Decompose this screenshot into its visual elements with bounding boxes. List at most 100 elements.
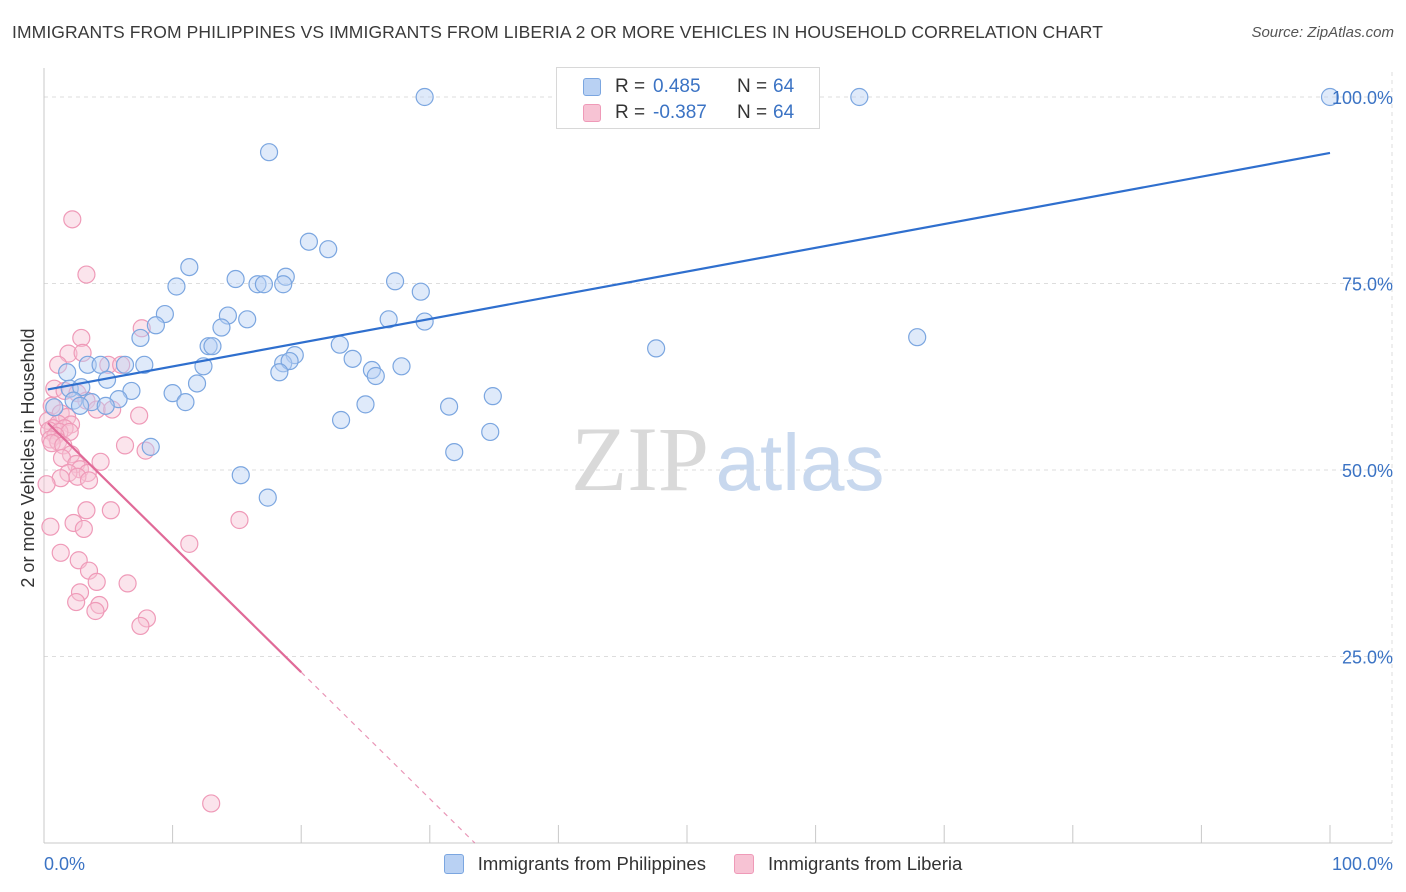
liberia-point[interactable] xyxy=(131,616,150,636)
philippines-point[interactable] xyxy=(82,393,101,412)
liberia-point[interactable] xyxy=(42,434,61,453)
philippines-point[interactable] xyxy=(180,257,199,277)
liberia-point[interactable] xyxy=(72,328,91,348)
philippines-point[interactable] xyxy=(254,275,274,294)
philippines-point[interactable] xyxy=(238,310,257,329)
liberia-point[interactable] xyxy=(74,519,93,539)
liberia-legend-swatch xyxy=(733,854,754,874)
liberia-point[interactable] xyxy=(101,501,120,520)
liberia-point[interactable] xyxy=(132,319,151,338)
liberia-point[interactable] xyxy=(63,210,82,229)
philippines-point[interactable] xyxy=(299,232,319,251)
liberia-point[interactable] xyxy=(77,265,96,284)
series-legend: Immigrants from Philippines Immigrants f… xyxy=(0,852,1406,876)
liberia-point[interactable] xyxy=(115,436,135,455)
philippines-point[interactable] xyxy=(135,355,154,374)
liberia-point[interactable] xyxy=(112,355,131,374)
liberia-point[interactable] xyxy=(64,513,83,533)
philippines-point[interactable] xyxy=(176,393,195,412)
liberia-point[interactable] xyxy=(51,543,70,562)
philippines-point[interactable] xyxy=(331,410,351,430)
liberia-point[interactable] xyxy=(78,463,97,483)
legend-item-liberia[interactable]: Immigrants from Liberia xyxy=(733,853,962,875)
liberia-point[interactable] xyxy=(67,592,86,612)
philippines-point[interactable] xyxy=(439,397,459,416)
philippines-point[interactable] xyxy=(167,277,186,296)
philippines-point[interactable] xyxy=(163,384,182,403)
philippines-point[interactable] xyxy=(908,328,927,347)
liberia-point[interactable] xyxy=(137,609,156,628)
philippines-point[interactable] xyxy=(187,374,207,393)
philippines-point[interactable] xyxy=(276,267,295,286)
philippines-point[interactable] xyxy=(203,337,222,356)
legend-item-philippines[interactable]: Immigrants from Philippines xyxy=(443,853,706,875)
philippines-point[interactable] xyxy=(379,310,398,329)
liberia-point[interactable] xyxy=(77,501,96,520)
philippines-point[interactable] xyxy=(70,396,90,415)
liberia-point[interactable] xyxy=(59,344,78,363)
philippines-point[interactable] xyxy=(231,466,250,485)
philippines-point[interactable] xyxy=(647,339,666,358)
philippines-point[interactable] xyxy=(78,355,97,374)
x-tick-label-min: 0.0% xyxy=(44,854,85,874)
y-tick-label: 75.0% xyxy=(1342,275,1393,295)
philippines-point[interactable] xyxy=(343,349,362,368)
liberia-trend-extension xyxy=(300,671,476,844)
stats-row-liberia: R = -0.387 N = 64 xyxy=(583,100,794,126)
liberia-point[interactable] xyxy=(79,471,99,490)
n-value: 64 xyxy=(773,102,795,123)
philippines-point[interactable] xyxy=(330,335,349,354)
liberia-point[interactable] xyxy=(87,572,106,592)
philippines-point[interactable] xyxy=(356,395,375,414)
philippines-point[interactable] xyxy=(226,269,245,289)
liberia-points xyxy=(37,210,249,813)
liberia-point[interactable] xyxy=(180,534,199,553)
stats-legend: R = 0.485 N = 64 R = -0.387 N = 64 xyxy=(556,67,820,129)
r-label: R = xyxy=(615,76,646,97)
liberia-point[interactable] xyxy=(70,583,90,602)
philippines-point[interactable] xyxy=(385,272,405,291)
philippines-swatch xyxy=(583,78,601,96)
philippines-point[interactable] xyxy=(411,282,430,301)
philippines-point[interactable] xyxy=(199,337,218,356)
philippines-point[interactable] xyxy=(280,351,299,371)
r-label: R = xyxy=(615,102,646,123)
philippines-point[interactable] xyxy=(45,398,64,417)
philippines-point[interactable] xyxy=(248,275,267,294)
liberia-point[interactable] xyxy=(91,452,110,471)
philippines-point[interactable] xyxy=(274,275,293,294)
philippines-point[interactable] xyxy=(122,381,141,401)
philippines-point[interactable] xyxy=(96,396,115,415)
philippines-point[interactable] xyxy=(270,363,289,382)
philippines-point[interactable] xyxy=(392,357,411,376)
philippines-point[interactable] xyxy=(319,240,338,259)
philippines-point[interactable] xyxy=(58,363,77,382)
liberia-point[interactable] xyxy=(86,601,105,621)
philippines-points xyxy=(45,87,1340,507)
liberia-point[interactable] xyxy=(230,510,249,530)
philippines-point[interactable] xyxy=(131,328,150,348)
n-label: N = xyxy=(737,76,768,97)
philippines-point[interactable] xyxy=(1320,87,1340,107)
philippines-point[interactable] xyxy=(258,488,277,507)
trend-lines xyxy=(47,151,1331,844)
philippines-point[interactable] xyxy=(212,318,231,337)
philippines-point[interactable] xyxy=(146,316,165,335)
liberia-point[interactable] xyxy=(37,475,56,494)
philippines-point[interactable] xyxy=(445,442,464,462)
philippines-point[interactable] xyxy=(141,437,160,456)
philippines-point[interactable] xyxy=(483,387,502,406)
liberia-point[interactable] xyxy=(118,574,137,593)
philippines-point[interactable] xyxy=(850,87,869,107)
liberia-point[interactable] xyxy=(130,406,149,425)
philippines-point[interactable] xyxy=(259,143,279,162)
y-tick-label: 100.0% xyxy=(1332,88,1393,108)
liberia-point[interactable] xyxy=(202,794,221,813)
liberia-point[interactable] xyxy=(73,343,92,362)
liberia-point[interactable] xyxy=(41,517,60,536)
philippines-point[interactable] xyxy=(366,366,385,386)
philippines-point[interactable] xyxy=(115,355,135,374)
philippines-point[interactable] xyxy=(481,422,500,442)
philippines-point[interactable] xyxy=(415,87,434,107)
